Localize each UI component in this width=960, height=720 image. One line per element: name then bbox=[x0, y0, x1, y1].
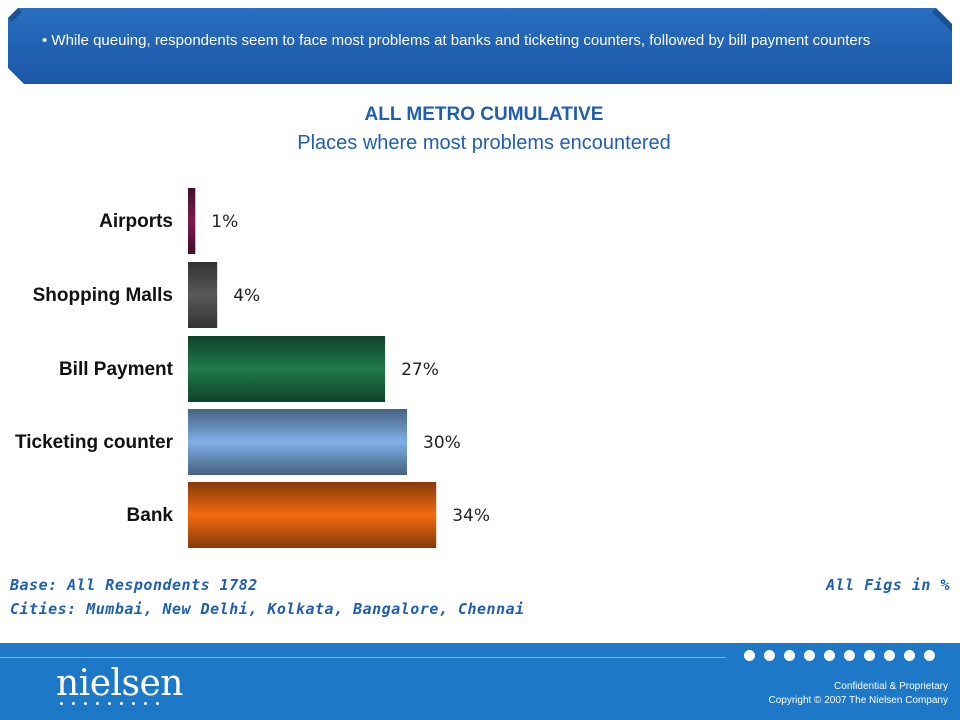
bar-airports bbox=[188, 188, 196, 254]
category-label: Bank bbox=[127, 505, 174, 526]
summary-banner: • While queuing, respondents seem to fac… bbox=[8, 8, 952, 84]
dot-icon bbox=[844, 650, 855, 661]
category-label: Shopping Malls bbox=[33, 285, 173, 306]
dot-icon bbox=[904, 650, 915, 661]
bar-bank bbox=[188, 482, 437, 548]
value-label: 30% bbox=[423, 433, 461, 453]
nielsen-logo: nielsen bbox=[56, 663, 183, 704]
category-label: Airports bbox=[99, 211, 173, 232]
dot-icon bbox=[764, 650, 775, 661]
bar-ticketing-counter bbox=[188, 409, 407, 475]
dot-icon bbox=[824, 650, 835, 661]
dot-icon bbox=[784, 650, 795, 661]
copyright-label: Copyright © 2007 The Nielsen Company bbox=[768, 695, 948, 706]
dot-icon bbox=[804, 650, 815, 661]
banner-shape bbox=[8, 8, 952, 84]
value-label: 27% bbox=[401, 360, 439, 380]
value-label: 1% bbox=[211, 212, 238, 232]
banner-text: • While queuing, respondents seem to fac… bbox=[42, 32, 871, 49]
bar-bill-payment bbox=[188, 336, 386, 402]
footer-divider bbox=[0, 657, 726, 658]
chart-subtitle: Places where most problems encountered bbox=[297, 132, 671, 154]
value-label: 34% bbox=[452, 506, 490, 526]
dot-icon bbox=[884, 650, 895, 661]
dot-icon bbox=[744, 650, 755, 661]
chart-title: ALL METRO CUMULATIVE bbox=[364, 104, 604, 125]
footer: nielsen Confidential & Proprietary Copyr… bbox=[0, 643, 960, 720]
units-note: All Figs in % bbox=[826, 576, 950, 594]
cities-note: Cities: Mumbai, New Delhi, Kolkata, Bang… bbox=[10, 600, 525, 618]
confidential-label: Confidential & Proprietary bbox=[834, 681, 948, 692]
value-label: 4% bbox=[233, 286, 260, 306]
dot-icon bbox=[864, 650, 875, 661]
bar-shopping-malls bbox=[188, 262, 218, 328]
footer-dots bbox=[744, 650, 935, 661]
base-note: Base: All Respondents 1782 bbox=[10, 576, 258, 594]
category-label: Bill Payment bbox=[59, 359, 174, 380]
bar-chart: Airports 1% Shopping Malls 4% Bill Payment 27… bbox=[15, 188, 490, 548]
logo-dots bbox=[60, 702, 159, 705]
dot-icon bbox=[924, 650, 935, 661]
category-label: Ticketing counter bbox=[15, 432, 174, 453]
